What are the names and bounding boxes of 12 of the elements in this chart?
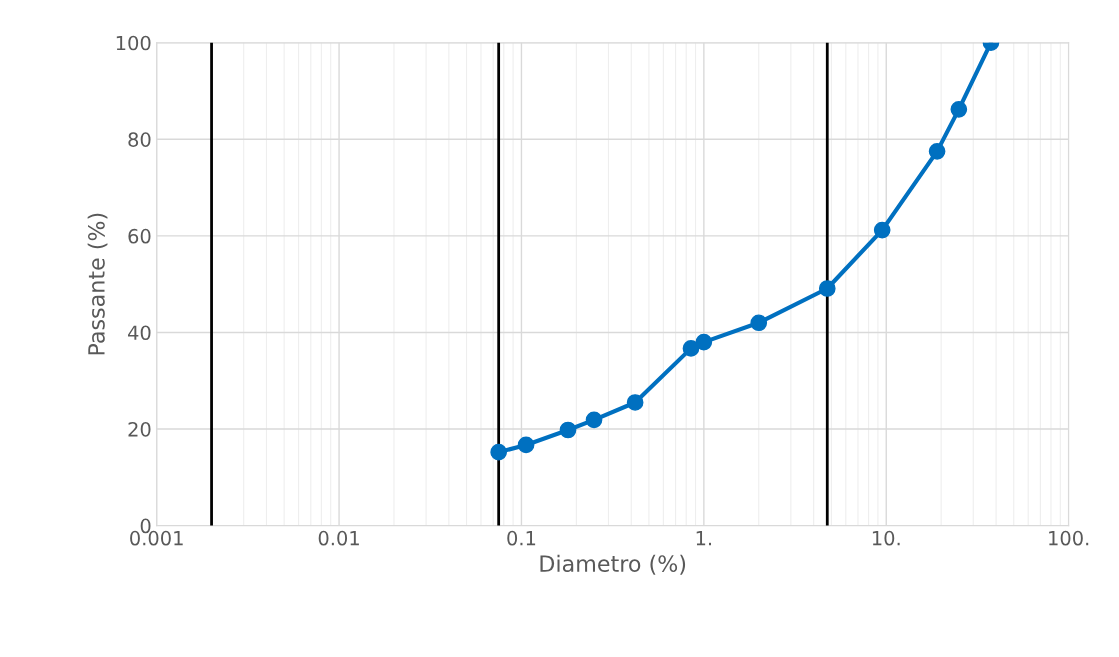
x-tick-label: 0.01 [318,530,359,546]
y-tick-label: 20 [128,421,151,437]
y-tick-label: 100 [116,35,151,51]
y-tick-label: 60 [128,228,151,244]
y-axis-title: Passante (%) [87,213,108,355]
y-tick-label: 40 [128,325,151,341]
y-tick-label: 80 [128,132,151,147]
x-tick-label: 0.1 [507,530,536,546]
x-tick-label: 10. [872,530,900,546]
x-tick-label: 100. [1049,530,1089,546]
x-tick-label: 1. [696,531,712,546]
x-axis-title: Diametro (%) [540,554,686,575]
